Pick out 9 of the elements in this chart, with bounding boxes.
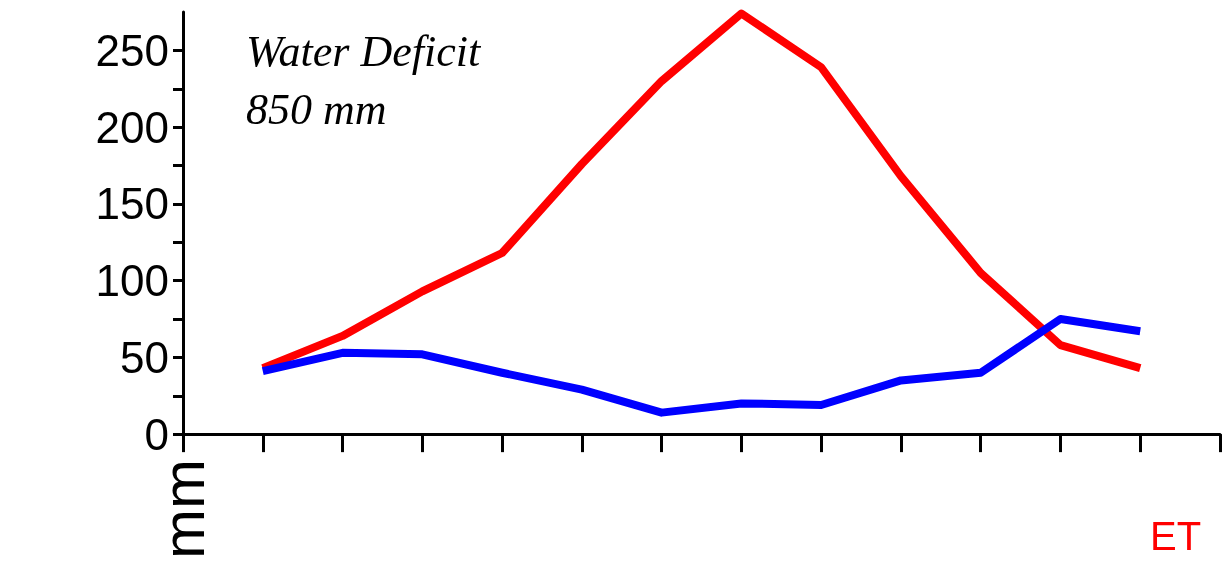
- annotation: Water Deficit 850 mm: [246, 26, 482, 134]
- y-tick-label: 150: [95, 179, 169, 229]
- y-tick-label: 200: [95, 102, 169, 152]
- text: ET: [1150, 514, 1202, 558]
- y-axis-title: mm: [149, 459, 217, 560]
- y-tick-label: 0: [144, 409, 169, 459]
- y-tick-label: 50: [120, 332, 169, 382]
- y-tick-label: 100: [95, 256, 169, 306]
- y-tick-label: 250: [95, 25, 169, 75]
